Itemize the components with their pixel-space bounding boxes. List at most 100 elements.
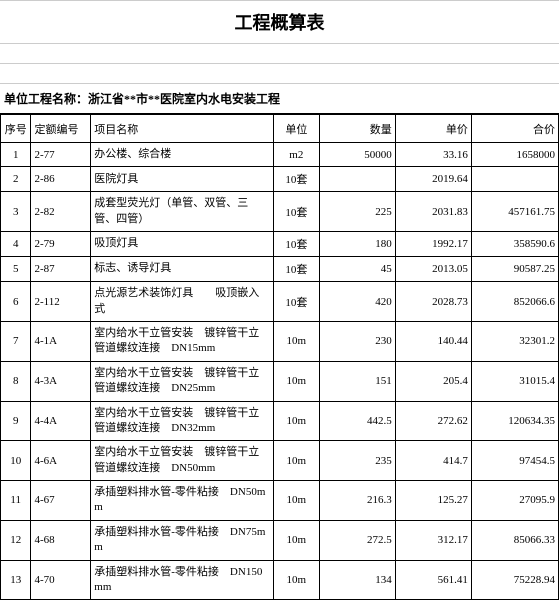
table-row: 134-70承插塑料排水管-零件粘接 DN150mm10m134561.4175… [1, 560, 559, 600]
cell-price: 272.62 [395, 401, 471, 441]
cell-total [471, 167, 558, 192]
cell-code: 4-1A [31, 321, 91, 361]
cell-unit: 10套 [274, 232, 320, 257]
table-row: 104-6A室内给水干立管安装 镀锌管干立管道螺纹连接 DN50mm10m235… [1, 441, 559, 481]
table-row: 42-79吸顶灯具10套1801992.17358590.6 [1, 232, 559, 257]
cell-unit: 10m [274, 321, 320, 361]
budget-table: 序号 定额编号 项目名称 单位 数量 单价 合价 12-77办公楼、综合楼m25… [0, 114, 559, 600]
cell-total: 1658000 [471, 143, 558, 167]
cell-unit: 10套 [274, 257, 320, 282]
table-row: 22-86医院灯具10套 2019.64 [1, 167, 559, 192]
cell-qty: 151 [319, 361, 395, 401]
cell-unit: 10m [274, 481, 320, 521]
cell-name: 吸顶灯具 [91, 232, 274, 257]
cell-seq: 2 [1, 167, 31, 192]
table-row: 74-1A室内给水干立管安装 镀锌管干立管道螺纹连接 DN15mm10m2301… [1, 321, 559, 361]
cell-unit: 10套 [274, 282, 320, 322]
cell-price: 414.7 [395, 441, 471, 481]
cell-unit: 10m [274, 401, 320, 441]
cell-name: 室内给水干立管安装 镀锌管干立管道螺纹连接 DN32mm [91, 401, 274, 441]
cell-price: 205.4 [395, 361, 471, 401]
table-row: 94-4A室内给水干立管安装 镀锌管干立管道螺纹连接 DN32mm10m442.… [1, 401, 559, 441]
cell-code: 2-112 [31, 282, 91, 322]
cell-qty: 230 [319, 321, 395, 361]
cell-unit: 10m [274, 520, 320, 560]
cell-qty: 45 [319, 257, 395, 282]
cell-name: 承插塑料排水管-零件粘接 DN75mm [91, 520, 274, 560]
page-title: 工程概算表 [0, 0, 559, 44]
table-row: 62-112点光源艺术装饰灯具 吸顶嵌入式10套4202028.73852066… [1, 282, 559, 322]
cell-name: 成套型荧光灯（单管、双管、三管、四管） [91, 192, 274, 232]
col-header-price: 单价 [395, 115, 471, 143]
cell-unit: m2 [274, 143, 320, 167]
cell-total: 85066.33 [471, 520, 558, 560]
cell-price: 2028.73 [395, 282, 471, 322]
table-row: 32-82成套型荧光灯（单管、双管、三管、四管）10套2252031.83457… [1, 192, 559, 232]
cell-code: 2-86 [31, 167, 91, 192]
cell-qty: 442.5 [319, 401, 395, 441]
cell-code: 4-70 [31, 560, 91, 600]
cell-seq: 7 [1, 321, 31, 361]
cell-name: 室内给水干立管安装 镀锌管干立管道螺纹连接 DN15mm [91, 321, 274, 361]
col-header-name: 项目名称 [91, 115, 274, 143]
cell-total: 27095.9 [471, 481, 558, 521]
cell-total: 852066.6 [471, 282, 558, 322]
cell-qty: 420 [319, 282, 395, 322]
cell-total: 90587.25 [471, 257, 558, 282]
spacer [0, 64, 559, 84]
cell-qty: 225 [319, 192, 395, 232]
cell-seq: 9 [1, 401, 31, 441]
cell-qty: 134 [319, 560, 395, 600]
col-header-total: 合价 [471, 115, 558, 143]
cell-seq: 4 [1, 232, 31, 257]
cell-price: 2019.64 [395, 167, 471, 192]
cell-total: 457161.75 [471, 192, 558, 232]
cell-qty [319, 167, 395, 192]
cell-price: 2031.83 [395, 192, 471, 232]
cell-qty: 216.3 [319, 481, 395, 521]
cell-unit: 10套 [274, 167, 320, 192]
cell-code: 4-4A [31, 401, 91, 441]
spacer [0, 44, 559, 64]
table-row: 52-87标志、诱导灯具10套452013.0590587.25 [1, 257, 559, 282]
cell-price: 312.17 [395, 520, 471, 560]
cell-total: 358590.6 [471, 232, 558, 257]
cell-seq: 10 [1, 441, 31, 481]
cell-code: 2-79 [31, 232, 91, 257]
cell-name: 室内给水干立管安装 镀锌管干立管道螺纹连接 DN50mm [91, 441, 274, 481]
cell-seq: 3 [1, 192, 31, 232]
cell-total: 120634.35 [471, 401, 558, 441]
cell-unit: 10m [274, 361, 320, 401]
cell-price: 140.44 [395, 321, 471, 361]
cell-code: 2-77 [31, 143, 91, 167]
cell-seq: 5 [1, 257, 31, 282]
cell-code: 4-6A [31, 441, 91, 481]
cell-name: 点光源艺术装饰灯具 吸顶嵌入式 [91, 282, 274, 322]
cell-name: 医院灯具 [91, 167, 274, 192]
cell-total: 32301.2 [471, 321, 558, 361]
cell-price: 1992.17 [395, 232, 471, 257]
cell-code: 2-82 [31, 192, 91, 232]
cell-name: 室内给水干立管安装 镀锌管干立管道螺纹连接 DN25mm [91, 361, 274, 401]
cell-name: 承插塑料排水管-零件粘接 DN50mm [91, 481, 274, 521]
budget-table-container: 工程概算表 单位工程名称：浙江省**市**医院室内水电安装工程 序号 定额编号 … [0, 0, 559, 600]
cell-seq: 11 [1, 481, 31, 521]
col-header-code: 定额编号 [31, 115, 91, 143]
cell-name: 标志、诱导灯具 [91, 257, 274, 282]
col-header-unit: 单位 [274, 115, 320, 143]
cell-qty: 180 [319, 232, 395, 257]
cell-code: 4-67 [31, 481, 91, 521]
cell-seq: 13 [1, 560, 31, 600]
cell-seq: 1 [1, 143, 31, 167]
cell-total: 31015.4 [471, 361, 558, 401]
cell-seq: 6 [1, 282, 31, 322]
cell-name: 办公楼、综合楼 [91, 143, 274, 167]
cell-name: 承插塑料排水管-零件粘接 DN150mm [91, 560, 274, 600]
table-row: 84-3A室内给水干立管安装 镀锌管干立管道螺纹连接 DN25mm10m1512… [1, 361, 559, 401]
cell-code: 4-3A [31, 361, 91, 401]
cell-total: 97454.5 [471, 441, 558, 481]
cell-price: 33.16 [395, 143, 471, 167]
cell-unit: 10套 [274, 192, 320, 232]
cell-price: 2013.05 [395, 257, 471, 282]
col-header-seq: 序号 [1, 115, 31, 143]
